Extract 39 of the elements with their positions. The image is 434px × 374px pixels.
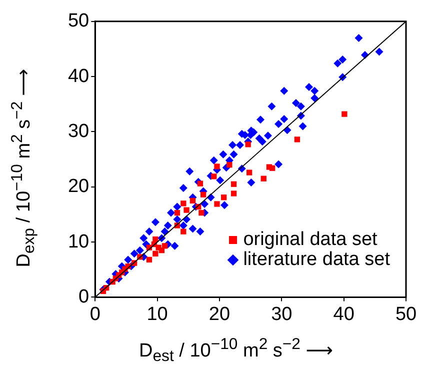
point: [198, 210, 204, 216]
y-tick-label: 0: [78, 286, 90, 308]
point: [214, 201, 220, 207]
point: [146, 256, 152, 263]
point: [211, 174, 217, 180]
point: [174, 210, 180, 216]
point: [214, 164, 220, 170]
y-tick-label: 30: [68, 120, 90, 142]
point: [342, 111, 348, 117]
point: [162, 243, 168, 249]
y-tick-label: 50: [68, 10, 90, 32]
point: [294, 136, 300, 142]
text: D$_{est}$ / 10$^{−10}$ m$^{2}$ s$^{−2}$ ⟶: [139, 336, 333, 365]
point: [230, 190, 237, 196]
legend-label: original data set: [243, 229, 378, 250]
point: [184, 207, 190, 213]
point: [152, 236, 158, 242]
point: [226, 162, 232, 168]
legend-label: literature data set: [243, 249, 390, 270]
point: [246, 170, 252, 176]
y-tick-label: 40: [68, 66, 90, 87]
x-tick-label: 20: [208, 304, 230, 325]
point: [152, 250, 158, 256]
point: [230, 181, 237, 187]
x-tick-label: 40: [333, 304, 354, 325]
point: [260, 176, 266, 182]
point: [200, 192, 206, 198]
point: [180, 228, 186, 234]
point: [270, 165, 276, 171]
y-tick-label: 10: [68, 231, 90, 252]
point: [190, 198, 196, 204]
y-tick-label: 20: [68, 176, 90, 198]
x-tick-label: 30: [271, 304, 292, 325]
x-tick-label: 10: [146, 304, 168, 325]
point: [180, 200, 186, 206]
point: [221, 194, 227, 200]
point: [197, 180, 204, 186]
x-tick-label: 50: [395, 304, 417, 325]
point: [245, 142, 251, 148]
